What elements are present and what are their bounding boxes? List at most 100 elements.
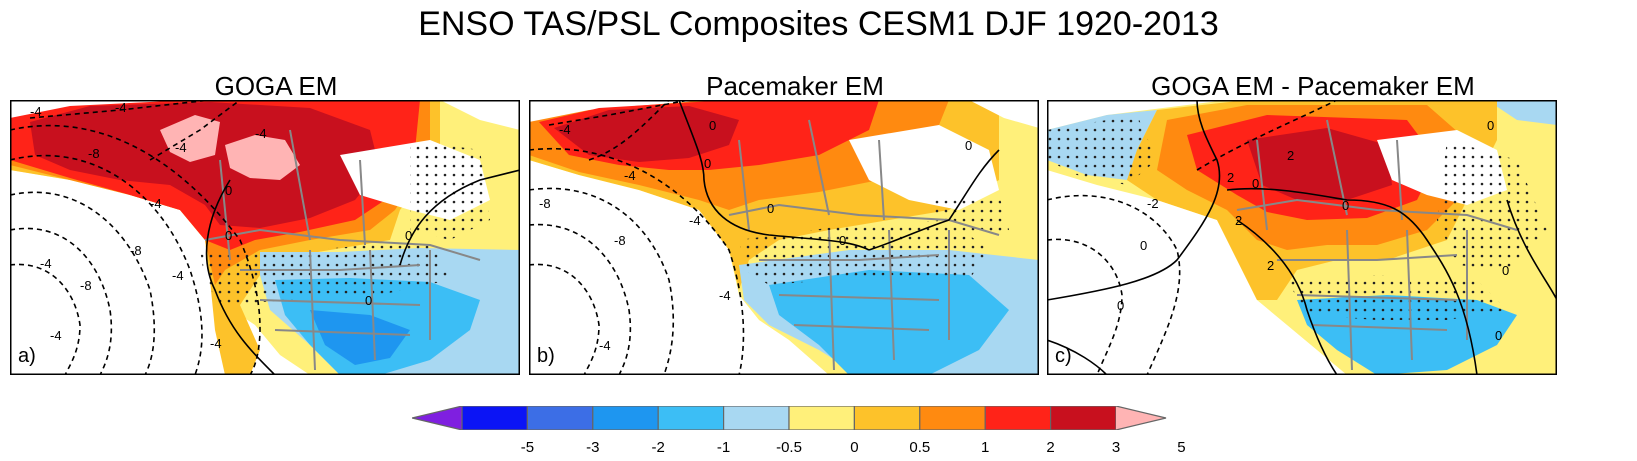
map-goga-em: -4 -4 -4 -4 -8 -4 -8 -4 -8 -4 -4 -4 0 0 … [10, 100, 520, 375]
panel-letter: c) [1055, 345, 1072, 367]
contour-label: -4 [599, 338, 611, 353]
contour-label: -4 [624, 168, 636, 183]
colorbar-tick-label: 5 [1177, 439, 1186, 456]
psl-negative-contours [10, 100, 261, 375]
contour-label: -4 [30, 104, 42, 119]
colorbar-tick-label: -2 [651, 439, 665, 456]
psl-contours [1047, 100, 1557, 375]
contour-label: -2 [1147, 196, 1159, 211]
colorbar [412, 406, 1167, 430]
contour-label: 0 [1252, 176, 1259, 191]
contour-label: -4 [719, 288, 731, 303]
colorbar-cells [461, 406, 1117, 430]
land-dark-red [1247, 128, 1392, 200]
colorbar-tick-label: -0.5 [776, 439, 802, 456]
colorbar-tick-label: 2 [1046, 439, 1055, 456]
colorbar-cell [657, 406, 725, 430]
contour-label: 2 [1267, 258, 1274, 273]
panel-title: GOGA EM [214, 71, 338, 101]
map-frame [10, 100, 520, 375]
colorbar-cell [788, 406, 856, 430]
contour-label: 0 [225, 228, 232, 243]
contour-label: -4 [50, 328, 62, 343]
contour-label: -8 [614, 233, 626, 248]
contour-label: -4 [150, 196, 162, 211]
land-pink [160, 115, 300, 180]
contour-labels: 0 2 2 0 -2 0 2 2 0 0 0 0 [1117, 118, 1509, 343]
colorbar-outline [412, 406, 1167, 430]
contour-label: 0 [365, 293, 372, 308]
lakes [849, 100, 1039, 210]
colorbar-cell [723, 406, 790, 430]
contour-label: 0 [1495, 328, 1502, 343]
colorbar-tick-label: -3 [586, 439, 600, 456]
land-blue-mid [310, 310, 410, 365]
land-dark-red [554, 106, 739, 162]
colorbar-tick-label: 0.5 [909, 439, 931, 456]
panel-letter: b) [537, 345, 555, 367]
colorbar-cell [526, 406, 594, 430]
contour-label: -8 [130, 243, 142, 258]
colorbar-cell [853, 406, 921, 430]
panel-title: GOGA EM - Pacemaker EM [1151, 71, 1475, 101]
colorbar-tick-label: 1 [981, 439, 990, 456]
panel-pacemaker-em: Pacemaker EM [529, 72, 1061, 388]
colorbar-min-triangle [412, 406, 462, 430]
contour-label: 0 [767, 201, 774, 216]
land-dark-red [30, 102, 380, 228]
colorbar-tick-label: -1 [716, 439, 731, 456]
contour-label: -4 [689, 213, 701, 228]
contour-label: -8 [539, 196, 551, 211]
contour-label: 0 [225, 183, 232, 198]
contour-label: -4 [559, 122, 571, 137]
contour-label: -8 [80, 278, 92, 293]
borders [1236, 119, 1518, 371]
contour-labels: -4 0 -4 -8 -4 -8 -4 -4 0 0 0 0 [539, 118, 972, 353]
colorbar-cell [1049, 406, 1117, 430]
panel-difference: GOGA EM - Pacemaker EM [1047, 72, 1579, 388]
colorbar-cell [461, 406, 529, 430]
panel-goga-em: GOGA EM [10, 72, 542, 388]
contour-label: 0 [405, 228, 412, 243]
map-difference: 0 2 2 0 -2 0 2 2 0 0 0 0 c) [1047, 100, 1557, 375]
borders [728, 119, 1000, 371]
psl-zero-contours [205, 169, 520, 375]
contour-label: -4 [175, 140, 187, 155]
colorbar-cell [984, 406, 1052, 430]
figure-title: ENSO TAS/PSL Composites CESM1 DJF 1920-2… [418, 5, 1219, 43]
contour-label: -8 [88, 146, 100, 161]
contour-label: 2 [1287, 148, 1294, 163]
psl-zero-contours [678, 100, 1000, 251]
contour-label: 0 [1502, 263, 1509, 278]
contour-label: 0 [1342, 198, 1349, 213]
contour-label: -4 [40, 256, 52, 271]
panel-letter: a) [18, 345, 36, 367]
contour-label: 0 [1117, 298, 1124, 313]
contour-label: -4 [115, 100, 127, 115]
map-pacemaker-em: -4 0 -4 -8 -4 -8 -4 -4 0 0 0 0 b) [529, 100, 1039, 375]
stippling [1047, 115, 1547, 320]
contour-label: 2 [1235, 213, 1242, 228]
colorbar-cell [592, 406, 659, 430]
map-frame [529, 100, 1039, 375]
psl-negative-contours [529, 100, 745, 375]
psl-negative-contours [1047, 100, 1338, 375]
map-frame [1047, 100, 1557, 375]
colorbar-tick-label: 3 [1111, 439, 1121, 456]
contour-label: -4 [255, 126, 267, 141]
contour-labels: -4 -4 -4 -4 -8 -4 -8 -4 -8 -4 -4 -4 0 0 … [30, 100, 412, 351]
colorbar-tick-label: -5 [520, 439, 535, 456]
borders [204, 129, 481, 371]
panel-title: Pacemaker EM [706, 71, 884, 101]
contour-label: 0 [839, 233, 846, 248]
colorbar-cell [919, 406, 986, 430]
contour-label: 2 [1227, 170, 1234, 185]
contour-label: 0 [709, 118, 716, 133]
colorbar-max-triangle [1116, 406, 1166, 430]
contour-label: 0 [1140, 238, 1147, 253]
contour-label: 0 [1487, 118, 1494, 133]
contour-label: 0 [965, 138, 972, 153]
colorbar-tick-label: 0 [850, 439, 859, 456]
contour-label: -4 [172, 268, 184, 283]
contour-label: -4 [210, 336, 222, 351]
